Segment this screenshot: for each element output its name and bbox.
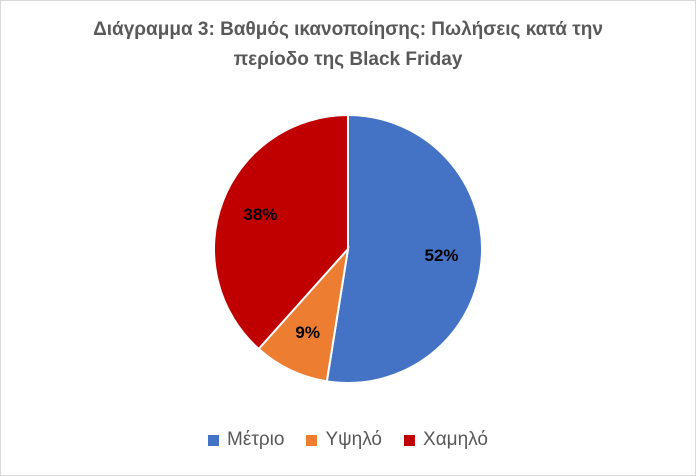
legend-label: Μέτριο [227, 429, 285, 450]
legend-label: Υψηλό [325, 429, 383, 450]
legend-swatch [404, 434, 416, 446]
chart-title: Διάγραμμα 3: Βαθμός ικανοποίησης: Πωλήσε… [93, 19, 603, 70]
data-label: 9% [295, 323, 320, 342]
legend-swatch [306, 434, 318, 446]
legend-item: Χαμηλό [404, 429, 488, 451]
pie-slice [213, 113, 349, 351]
legend-swatch [208, 434, 220, 446]
pie-slice [325, 113, 483, 384]
legend: Μέτριο Υψηλό Χαμηλό [1, 429, 695, 451]
data-label: 52% [424, 246, 458, 265]
legend-label: Χαμηλό [423, 429, 488, 450]
data-label: 38% [243, 205, 277, 224]
legend-item: Υψηλό [306, 429, 382, 451]
legend-item: Μέτριο [208, 429, 284, 451]
